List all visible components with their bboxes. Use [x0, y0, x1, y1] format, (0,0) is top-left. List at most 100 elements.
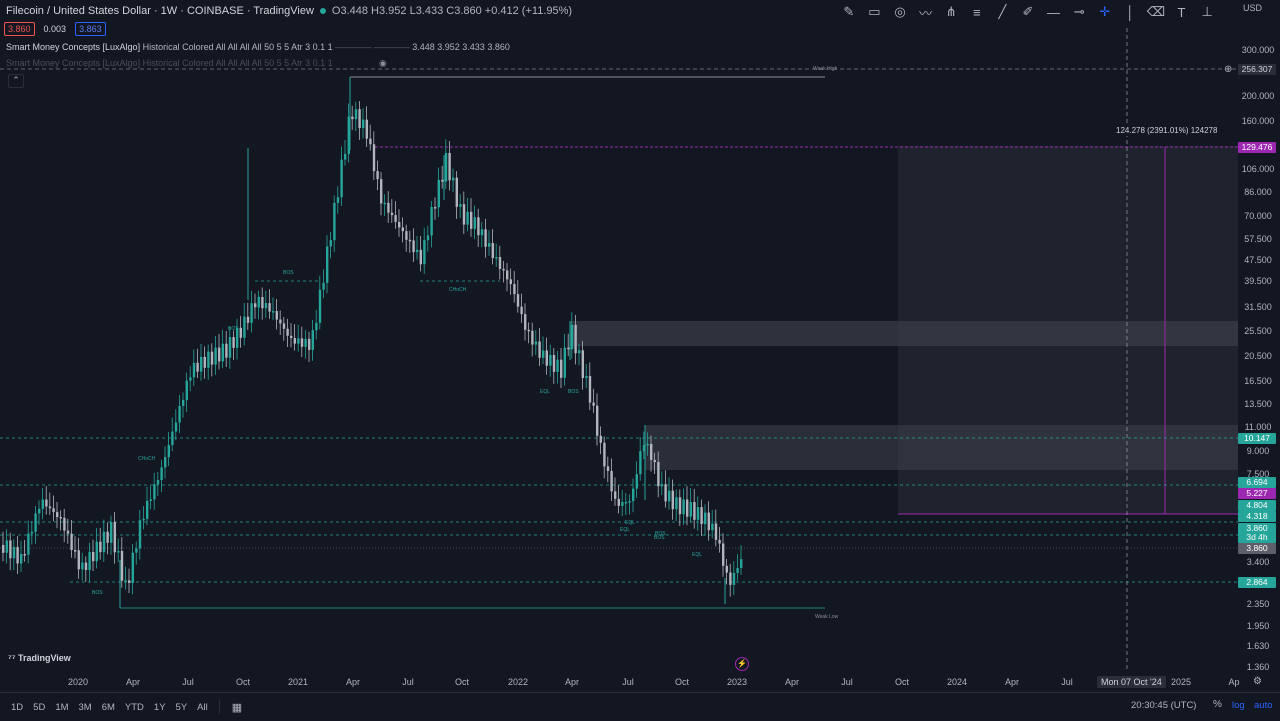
candle-body [304, 338, 307, 347]
time-tick: Oct [235, 677, 251, 687]
candle-body [621, 501, 624, 506]
time-tick: Apr [125, 677, 141, 687]
smc-label: BOS [228, 326, 239, 332]
candle-body [243, 316, 246, 338]
candle-body [646, 443, 649, 446]
utc-clock[interactable]: 20:30:45 (UTC) [1131, 700, 1197, 711]
add-alert-icon[interactable]: ⊕ [1224, 64, 1233, 75]
candle-body [477, 217, 480, 236]
gear-icon[interactable]: ⚙ [1253, 676, 1262, 687]
divider [218, 700, 220, 714]
candle-body [239, 327, 242, 338]
range-button[interactable]: 1Y [153, 701, 166, 713]
candle-body [639, 451, 642, 475]
brush-icon[interactable]: ✎ [843, 4, 855, 19]
pitchfork-icon[interactable]: ⋔ [945, 4, 957, 19]
candle-body [689, 501, 692, 517]
candle-body [340, 159, 343, 198]
indicator-legend[interactable]: Smart Money Concepts [LuxAlgo] Historica… [6, 42, 510, 52]
bid-button[interactable]: 3.860 [4, 22, 35, 36]
candle-body [124, 580, 127, 582]
candle-body [182, 400, 185, 407]
candle-body [534, 341, 538, 345]
percent-toggle[interactable]: % [1213, 699, 1222, 710]
candle-body [441, 179, 444, 182]
price-label: 6.694 [1238, 477, 1276, 488]
trendline-icon[interactable]: ╱ [998, 4, 1007, 19]
rectangle-icon[interactable]: ▭ [868, 4, 881, 19]
range-button[interactable]: 5D [33, 701, 46, 713]
event-icon[interactable]: ⚡ [735, 657, 749, 671]
log-toggle[interactable]: log [1232, 700, 1245, 711]
range-buttons: 1D 5D 1M 3M 6M YTD 1Y 5Y All [0, 702, 213, 713]
time-tick: Jul [1061, 677, 1073, 687]
range-button[interactable]: 1M [55, 701, 69, 713]
price-tick: 16.500 [1244, 376, 1272, 386]
polyline-icon[interactable]: 〰 [919, 5, 933, 21]
price-label: 2.864 [1238, 577, 1276, 588]
smc-label: BOS [655, 531, 666, 537]
collapse-legend-button[interactable]: ⌃ [8, 74, 24, 88]
candle-body [624, 501, 628, 504]
eye-icon[interactable]: ◉ [379, 58, 387, 68]
candle-body [660, 484, 664, 487]
indicator-legend-hidden[interactable]: Smart Money Concepts [LuxAlgo] Historica… [6, 58, 333, 68]
candle-body [682, 499, 685, 515]
horizontal-line-icon[interactable]: — [1047, 4, 1061, 20]
smc-label: EQL [540, 389, 551, 395]
price-label: 3d 4h [1238, 532, 1276, 543]
candle-body [311, 330, 314, 350]
candle-body [732, 573, 736, 585]
calendar-icon[interactable]: ▦ [231, 701, 243, 714]
logo-glyph: ⁷⁷ [8, 653, 16, 663]
candle-body [142, 518, 145, 521]
fib-icon[interactable]: ≡ [972, 4, 981, 20]
measure-icon[interactable]: ⊥ [1201, 4, 1213, 19]
smc-label: EQL [625, 520, 636, 526]
circle-icon[interactable]: ◎ [894, 4, 906, 19]
range-button[interactable]: All [197, 701, 208, 713]
symbol-title[interactable]: Filecoin / United States Dollar · 1W · C… [6, 5, 314, 17]
range-button[interactable]: 5Y [175, 701, 188, 713]
candle-body [480, 229, 484, 236]
candle-body [693, 501, 696, 520]
crosshair-icon[interactable]: ✛ [1099, 4, 1111, 19]
candle-body [333, 202, 336, 241]
range-button[interactable]: 3M [78, 701, 92, 713]
smc-label: EQL [692, 552, 703, 558]
candle-body [686, 499, 689, 517]
range-button[interactable]: YTD [124, 701, 144, 713]
eraser-icon[interactable]: ⌫ [1146, 4, 1166, 19]
candle-body [275, 311, 278, 320]
candle-body [426, 235, 430, 241]
candle-body [459, 204, 462, 207]
ask-button[interactable]: 3.863 [75, 22, 106, 36]
auto-toggle[interactable]: auto [1254, 700, 1273, 711]
candle-body [372, 144, 376, 172]
candle-body [614, 491, 617, 499]
range-button[interactable]: 1D [11, 701, 24, 713]
text-icon[interactable]: T [1177, 4, 1186, 20]
indicator-name[interactable]: Smart Money Concepts [LuxAlgo] [6, 42, 141, 52]
candle-body [16, 547, 19, 564]
candle-body [99, 541, 102, 553]
time-tick: 2022 [507, 677, 529, 687]
candle-body [322, 282, 325, 290]
candle-body [308, 338, 311, 350]
time-tick: Ap [1228, 677, 1240, 687]
candle-body [344, 153, 347, 160]
candle-body [63, 517, 66, 531]
range-button[interactable]: 6M [101, 701, 115, 713]
time-tick: Apr [564, 677, 580, 687]
candle-body [171, 431, 174, 446]
currency-label[interactable]: USD [1243, 3, 1263, 13]
drawing-toolbar: ✎ ▭ ◎ 〰 ⋔ ≡ ╱ ✐ — ⊸ ✛ │ ⌫ T ⊥ [836, 1, 1220, 23]
pen-icon[interactable]: ✐ [1022, 4, 1034, 19]
horizontal-ray-icon[interactable]: ⊸ [1073, 4, 1085, 19]
crosshair-date: Mon 07 Oct '24 [1097, 676, 1166, 688]
time-tick: 2023 [726, 677, 748, 687]
price-chart[interactable] [0, 0, 1238, 692]
candle-body [207, 351, 210, 368]
vertical-line-icon[interactable]: │ [1126, 4, 1135, 20]
candle-body [279, 319, 282, 324]
